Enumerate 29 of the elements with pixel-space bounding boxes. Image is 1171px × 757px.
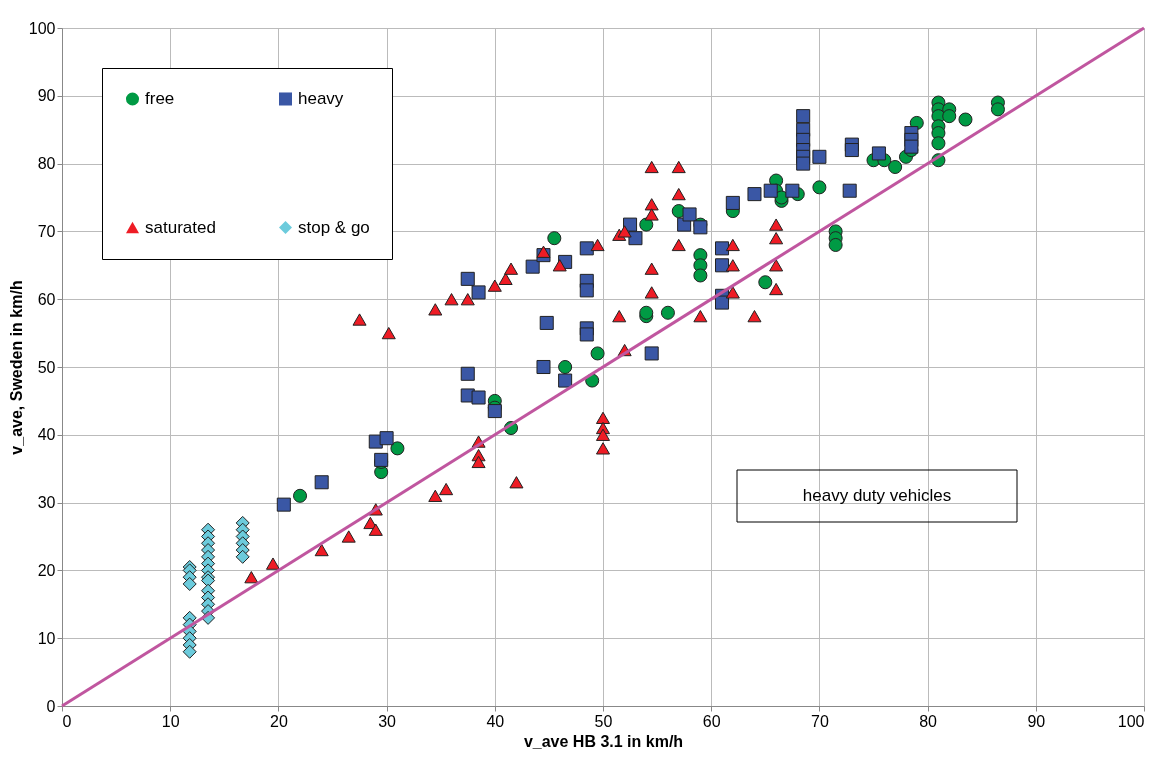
legend-label: free	[145, 88, 175, 108]
y-tick-label: 40	[37, 426, 56, 444]
y-tick-label: 100	[28, 19, 56, 37]
y-tick-label: 70	[37, 222, 56, 240]
y-tick-label: 10	[37, 629, 56, 647]
x-tick-label: 100	[1117, 712, 1145, 730]
x-tick-label: 70	[811, 712, 829, 730]
x-tick-label: 90	[1027, 712, 1046, 730]
y-tick-label: 30	[37, 494, 56, 512]
y-tick-label: 60	[37, 290, 56, 308]
x-tick-label: 20	[270, 712, 288, 730]
x-tick-label: 80	[919, 712, 938, 730]
x-axis-title: v_ave HB 3.1 in km/h	[523, 732, 684, 750]
x-tick-label: 60	[702, 712, 721, 730]
annotation: heavy duty vehicles	[802, 486, 952, 505]
y-axis-title: v_ave, Sweden in km/h	[7, 280, 25, 455]
legend-label: heavy	[298, 88, 344, 108]
x-tick-label: 30	[378, 712, 397, 730]
x-tick-label: 10	[161, 712, 180, 730]
x-tick-label: 40	[486, 712, 505, 730]
x-tick-label: 50	[594, 712, 613, 730]
legend-label: stop & go	[298, 217, 370, 237]
y-tick-label: 0	[46, 697, 56, 715]
y-tick-label: 20	[37, 561, 56, 579]
x-tick-label: 0	[62, 712, 72, 730]
y-tick-label: 50	[37, 358, 56, 376]
y-tick-label: 90	[37, 87, 56, 105]
y-tick-label: 80	[37, 155, 56, 173]
legend-label: saturated	[145, 217, 216, 237]
